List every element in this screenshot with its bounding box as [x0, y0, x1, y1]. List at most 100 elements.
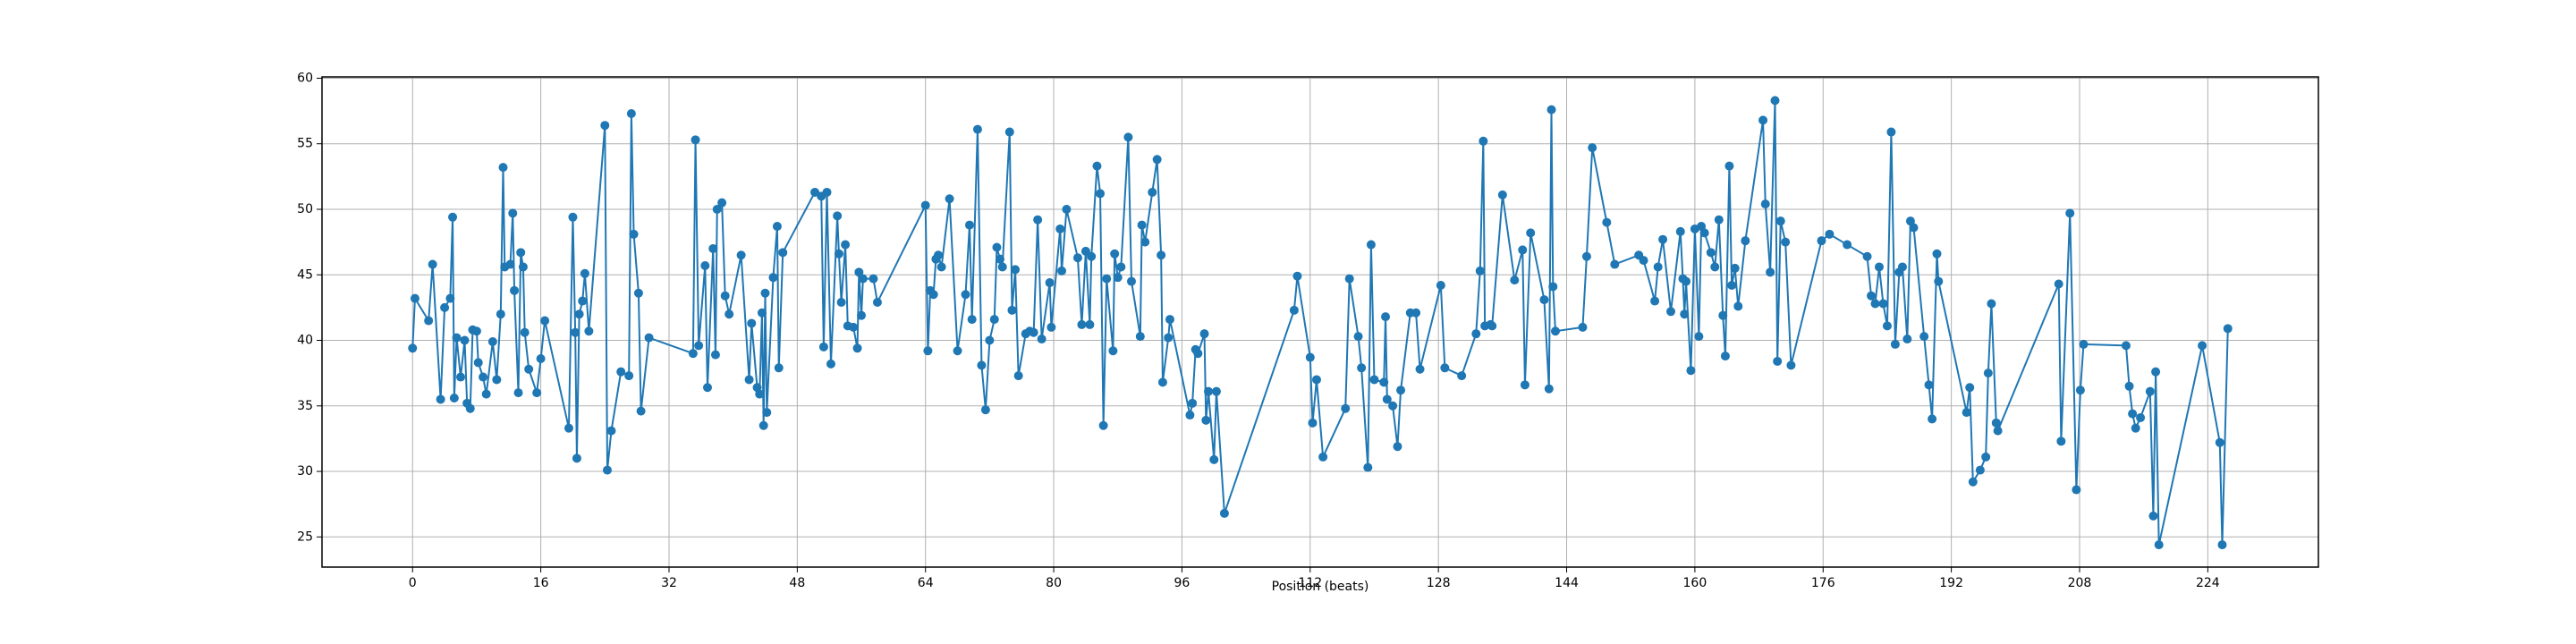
data-point: [989, 315, 999, 325]
data-point: [872, 298, 882, 308]
data-point: [1126, 276, 1136, 286]
data-point: [540, 316, 550, 326]
data-point: [1087, 251, 1097, 261]
data-point: [1909, 223, 1919, 233]
data-point: [2079, 339, 2089, 349]
data-point: [1357, 363, 1367, 373]
data-point: [1011, 265, 1021, 275]
data-point: [460, 335, 470, 345]
data-point: [1193, 349, 1203, 359]
data-point: [810, 187, 820, 197]
data-point: [536, 354, 546, 364]
data-point: [744, 375, 754, 385]
data-point: [858, 274, 868, 284]
data-point: [1305, 352, 1315, 362]
data-point: [524, 364, 534, 374]
data-point: [1682, 276, 1691, 286]
data-point: [1140, 237, 1150, 247]
data-point: [702, 383, 712, 393]
data-point: [1289, 305, 1299, 315]
data-point: [1699, 228, 1709, 238]
x-tick-label: 160: [1683, 576, 1707, 590]
x-axis-label: Position (beats): [1272, 580, 1369, 594]
y-tick-label: 50: [297, 202, 313, 216]
data-point: [1720, 352, 1730, 361]
data-point: [1781, 237, 1791, 247]
data-point: [1308, 418, 1318, 428]
x-tick-label: 16: [533, 576, 549, 590]
data-point: [505, 259, 515, 269]
data-point: [1760, 199, 1770, 209]
data-point: [1526, 228, 1536, 238]
data-point: [1758, 115, 1768, 125]
data-point: [2056, 436, 2066, 446]
data-point: [1897, 262, 1907, 272]
data-point: [1724, 161, 1734, 171]
data-point: [1878, 299, 1888, 309]
data-point: [1415, 364, 1425, 374]
data-point: [1369, 375, 1379, 385]
data-point: [1057, 266, 1067, 275]
data-point: [1983, 369, 1993, 378]
data-point: [424, 316, 434, 326]
data-point: [1102, 274, 1112, 284]
data-point: [1741, 236, 1750, 246]
data-point: [1658, 234, 1668, 244]
data-point: [928, 290, 938, 300]
data-point: [1382, 394, 1392, 404]
data-point: [1211, 386, 1221, 396]
data-point: [1932, 249, 1942, 258]
data-point: [1108, 346, 1118, 356]
data-point: [1718, 310, 1728, 320]
data-point: [1965, 383, 1975, 393]
data-point: [841, 240, 851, 250]
data-point: [1457, 371, 1467, 381]
data-point: [1666, 307, 1676, 317]
data-point: [1199, 329, 1209, 339]
data-point: [1924, 380, 1934, 390]
data-point: [2215, 437, 2224, 447]
data-point: [1318, 452, 1328, 462]
data-point: [2131, 423, 2140, 433]
x-tick-label: 80: [1046, 576, 1062, 590]
data-point: [1209, 454, 1219, 464]
data-point: [1581, 251, 1591, 261]
data-point: [520, 327, 530, 337]
data-point: [445, 293, 455, 303]
data-point: [1436, 280, 1445, 290]
data-point: [1092, 161, 1102, 171]
data-point: [1919, 332, 1929, 342]
data-point: [1148, 187, 1157, 197]
data-point: [629, 229, 639, 239]
data-point: [508, 208, 518, 218]
data-point: [1934, 276, 1944, 286]
data-point: [1886, 127, 1896, 137]
y-tick-label: 25: [297, 530, 313, 544]
data-point: [2223, 324, 2233, 334]
data-point: [945, 194, 954, 204]
x-tick-label: 96: [1174, 576, 1191, 590]
data-point: [1867, 291, 1877, 301]
data-point: [1694, 332, 1704, 342]
data-point: [1062, 204, 1072, 214]
data-point: [1033, 215, 1043, 225]
data-point: [708, 243, 718, 253]
data-point: [410, 293, 419, 303]
data-point: [1479, 136, 1488, 146]
data-point: [626, 109, 636, 119]
data-point: [1080, 246, 1090, 256]
data-point: [760, 288, 770, 298]
data-point: [572, 453, 581, 463]
data-point: [755, 389, 765, 399]
data-point: [1440, 363, 1450, 373]
data-point: [1773, 356, 1783, 366]
data-point: [712, 204, 722, 214]
data-point: [724, 309, 734, 319]
data-point: [580, 268, 589, 278]
data-point: [1219, 508, 1229, 518]
data-point: [1201, 415, 1211, 425]
data-point: [452, 333, 462, 343]
data-point: [736, 250, 746, 260]
